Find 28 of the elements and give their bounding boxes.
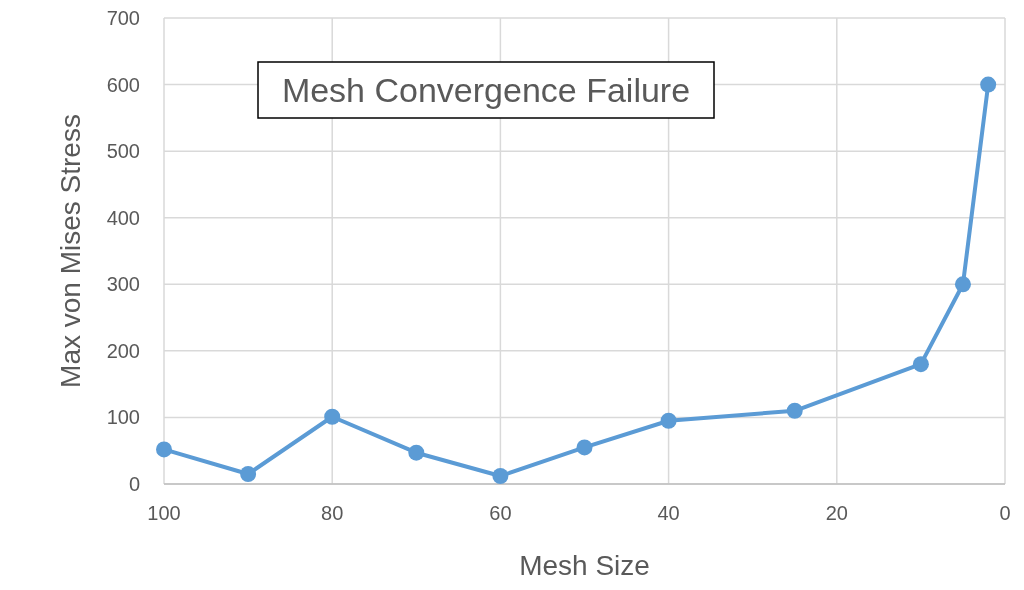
point	[408, 444, 425, 461]
y-tick-label: 400	[106, 206, 140, 229]
y-tick-label: 100	[106, 406, 140, 429]
x-tick-label: 60	[489, 502, 512, 524]
x-tick-label: 0	[999, 502, 1011, 524]
x-tick-label: 80	[321, 502, 344, 524]
text: Mesh Convergence Failure	[281, 71, 691, 109]
y-tick-label: 0	[128, 473, 140, 495]
point	[912, 356, 929, 373]
y-tick-label: 600	[106, 73, 140, 96]
point	[980, 76, 997, 93]
y-tick-label: 700	[106, 7, 140, 29]
point	[324, 408, 341, 425]
y-tick-label: 500	[106, 140, 140, 163]
point	[492, 468, 509, 485]
point	[786, 402, 803, 419]
point	[240, 466, 257, 483]
point	[156, 441, 172, 458]
x-tick-label: 20	[825, 502, 848, 524]
y-tick-label: 300	[106, 273, 140, 296]
x-axis-title: Mesh Size	[519, 550, 650, 581]
y-axis-title: Max von Mises Stress	[55, 114, 86, 388]
y-tick-label: 200	[106, 339, 140, 362]
x-tick-label: 100	[147, 502, 181, 524]
point	[660, 412, 677, 429]
point	[954, 276, 971, 293]
x-tick-label: 40	[657, 502, 680, 524]
point	[576, 439, 593, 456]
